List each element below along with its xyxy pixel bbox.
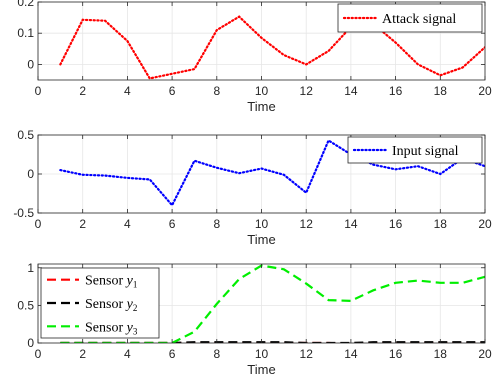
x-axis-label: Time — [247, 232, 275, 247]
x-tick-label: 2 — [79, 84, 86, 98]
x-tick-label: 20 — [478, 84, 492, 98]
x-tick-label: 8 — [213, 84, 220, 98]
x-tick-label: 14 — [344, 217, 358, 231]
x-tick-label: 14 — [344, 84, 358, 98]
legend-label-1: Sensor y1 — [85, 274, 137, 290]
legend: Sensor y1 Sensor y2 Sensor y3 — [40, 267, 160, 339]
y-tick-label: 0 — [27, 336, 34, 350]
x-tick-label: 10 — [255, 217, 269, 231]
x-tick-label: 8 — [213, 347, 220, 361]
x-tick-label: 6 — [169, 347, 176, 361]
x-tick-label: 16 — [389, 217, 403, 231]
x-tick-label: 10 — [255, 347, 269, 361]
legend-label-3: Sensor y3 — [85, 320, 138, 336]
x-tick-label: 0 — [35, 84, 42, 98]
x-tick-label: 20 — [478, 347, 492, 361]
y-tick-label: 0.1 — [17, 26, 34, 40]
legend-label-1: Attack signal — [382, 12, 456, 27]
x-tick-label: 16 — [389, 84, 403, 98]
y-tick-label: 0.5 — [17, 128, 34, 142]
x-tick-label: 0 — [35, 217, 42, 231]
x-tick-label: 6 — [169, 217, 176, 231]
legend-label-1: Input signal — [392, 144, 459, 159]
subplot-1: 0 2 4 6 8 10 12 14 16 18 20 0 0.1 0.2 Time Attack signa… — [17, 0, 492, 114]
legend: Input signal — [347, 136, 483, 164]
y-tick-label: -0.5 — [13, 206, 34, 220]
x-tick-label: 12 — [300, 217, 314, 231]
legend-box — [40, 267, 160, 339]
x-tick-label: 4 — [124, 347, 131, 361]
x-tick-label: 4 — [124, 84, 131, 98]
y-tick-label: 0 — [27, 57, 34, 71]
y-tick-label: 0.5 — [17, 298, 34, 312]
y-tick-label: 0 — [27, 167, 34, 181]
x-tick-label: 18 — [434, 217, 448, 231]
x-tick-label: 2 — [79, 217, 86, 231]
x-tick-label: 12 — [300, 347, 314, 361]
series-line-1 — [59, 15, 485, 80]
series-line-3 — [60, 264, 485, 343]
y-tick-label: 0.2 — [17, 0, 34, 9]
legend: Attack signal — [337, 3, 483, 33]
x-tick-label: 10 — [255, 84, 269, 98]
x-tick-label: 8 — [213, 217, 220, 231]
series-line-2 — [60, 341, 485, 343]
x-tick-label: 12 — [300, 84, 314, 98]
x-tick-label: 4 — [124, 217, 131, 231]
x-tick-label: 6 — [169, 84, 176, 98]
x-tick-label: 16 — [389, 347, 403, 361]
x-tick-label: 18 — [434, 84, 448, 98]
y-tick-label: 1 — [27, 261, 34, 275]
x-tick-label: 18 — [434, 347, 448, 361]
x-tick-label: 2 — [79, 347, 86, 361]
x-tick-label: 14 — [344, 347, 358, 361]
x-axis-label: Time — [247, 362, 275, 377]
x-axis-label: Time — [247, 99, 275, 114]
legend-label-2: Sensor y2 — [85, 297, 137, 313]
series-line-1 — [59, 138, 485, 208]
x-tick-label: 20 — [478, 217, 492, 231]
x-tick-label: 0 — [35, 347, 42, 361]
